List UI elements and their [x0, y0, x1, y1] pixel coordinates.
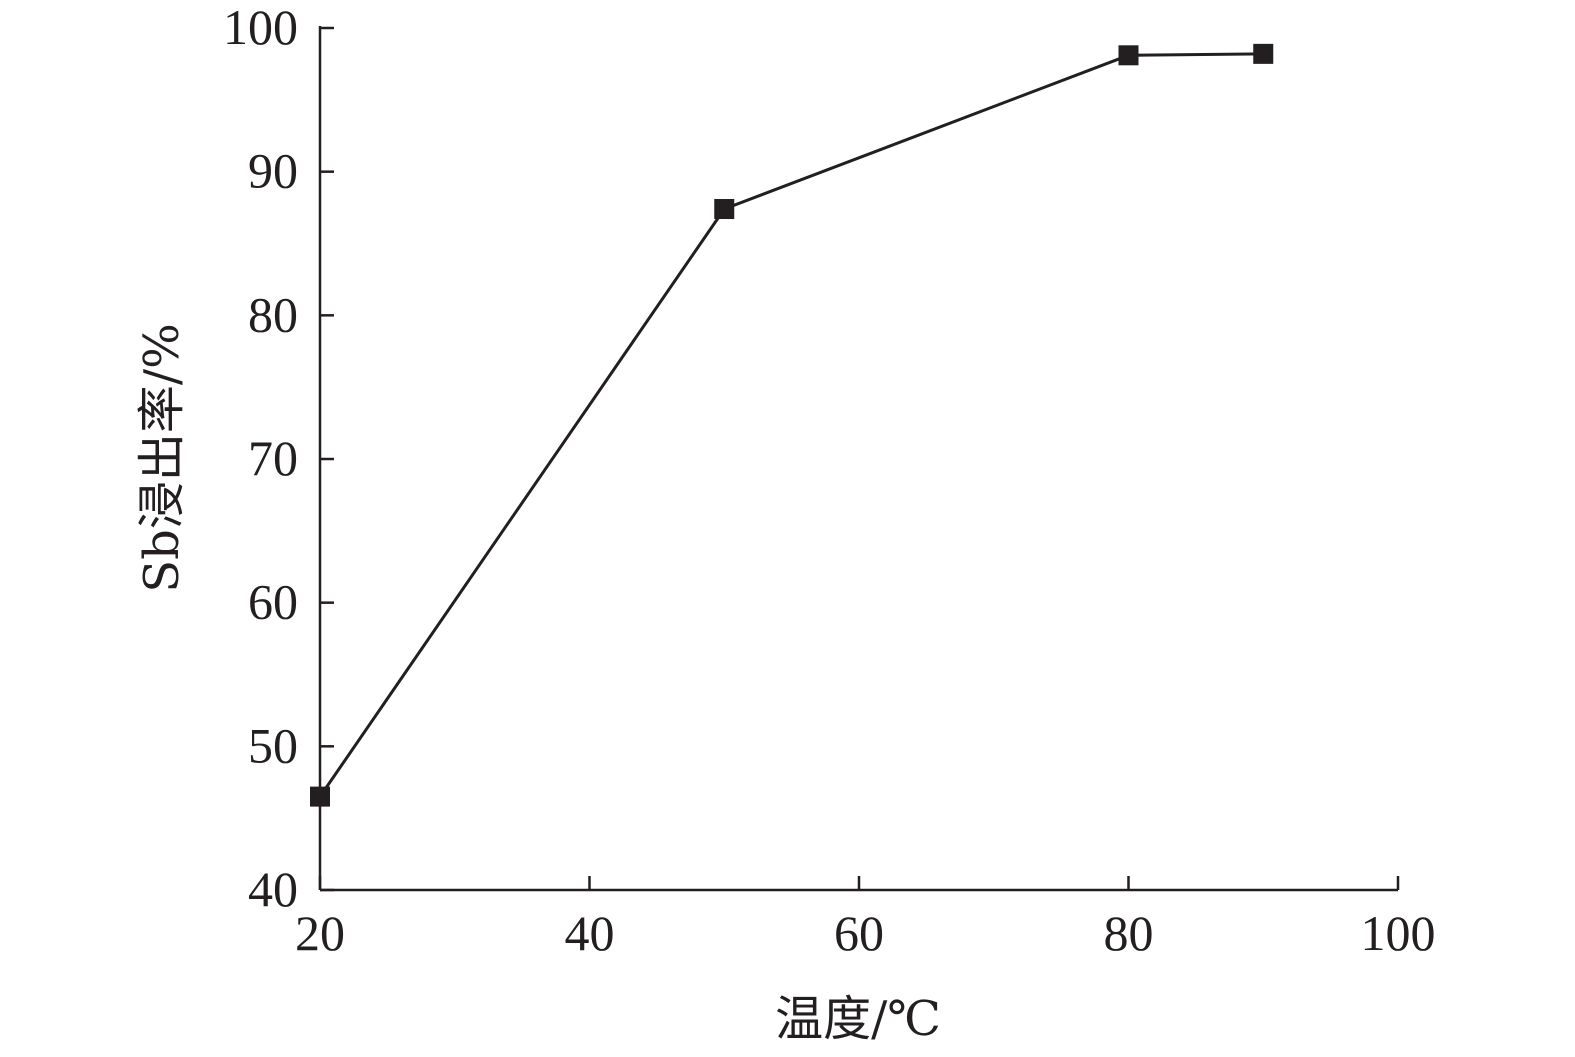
data-point-marker: [1253, 43, 1274, 64]
axes: [318, 26, 1398, 892]
x-tick-label: 60: [834, 905, 884, 961]
y-axis-title: Sb浸出率/%: [134, 323, 190, 592]
data-point-marker: [714, 199, 735, 220]
y-tick-label: 100: [223, 0, 298, 55]
y-tick-label: 90: [248, 143, 298, 199]
series-line: [318, 52, 1264, 798]
y-tick-label: 80: [248, 286, 298, 342]
x-tick-label: 100: [1361, 905, 1436, 961]
y-tick-label: 50: [248, 717, 298, 773]
y-tick-label: 70: [248, 430, 298, 486]
data-point-marker: [1118, 45, 1139, 66]
y-tick-label: 60: [248, 574, 298, 630]
x-ticks: 20 40 60 80 100: [295, 876, 1436, 961]
series: [310, 43, 1274, 807]
x-tick-label: 40: [565, 905, 615, 961]
x-tick-label: 80: [1104, 905, 1154, 961]
y-ticks: 40 50 60 70 80 90 100: [223, 0, 334, 917]
x-axis-title: 温度/℃: [775, 991, 941, 1047]
x-tick-label: 20: [295, 905, 345, 961]
data-point-marker: [310, 786, 330, 807]
y-tick-label: 40: [248, 861, 298, 917]
